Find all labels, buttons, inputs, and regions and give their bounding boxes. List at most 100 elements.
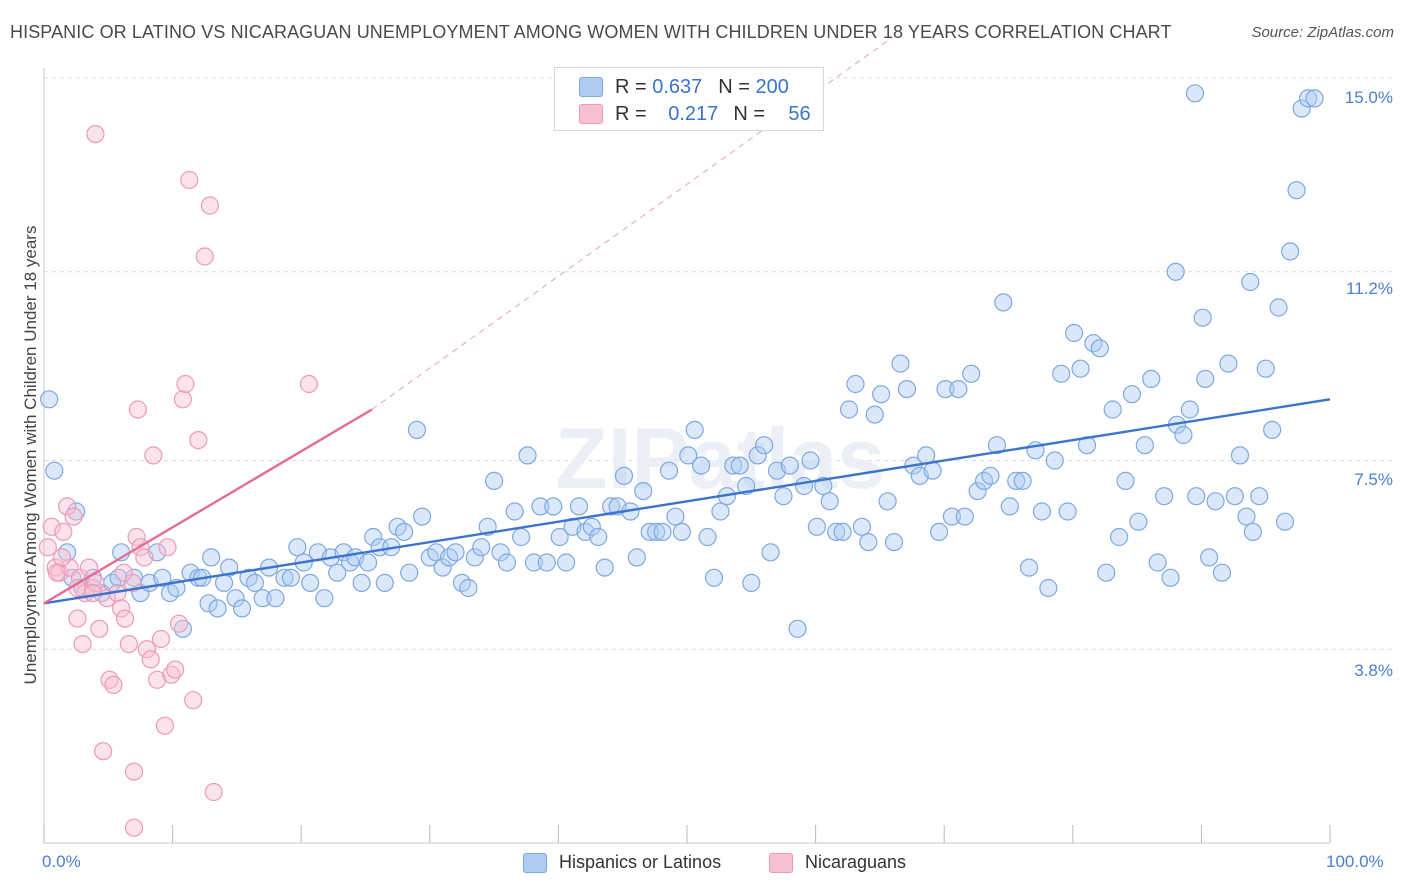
hispanics-point (814, 476, 833, 496)
hispanics-point (595, 558, 614, 577)
nicaraguans-point (169, 614, 189, 633)
hispanics-point (1275, 512, 1295, 531)
hispanics-point (364, 527, 383, 547)
hispanics-point (962, 364, 981, 383)
hispanics-point (761, 543, 780, 562)
axes (43, 68, 1331, 844)
nicaraguans-point (166, 660, 185, 679)
hispanics-point (1243, 522, 1262, 542)
hispanics-point (1116, 471, 1135, 490)
hispanics-point (1187, 487, 1206, 506)
hispanics-point (807, 517, 826, 536)
legend-n-label: N = (733, 102, 766, 125)
hispanics-point (801, 451, 820, 470)
legend-item-hispanics[interactable]: Hispanics or Latinos (523, 852, 721, 873)
hispanics-point (1161, 568, 1180, 587)
hispanics-point (730, 456, 749, 475)
legend-swatch-pink (579, 104, 603, 124)
hispanics-point (1122, 385, 1142, 404)
nicaraguans-point (123, 573, 142, 593)
hispanics-point (692, 456, 711, 475)
hispanics-point (1292, 99, 1311, 118)
hispanics-point (45, 461, 64, 480)
x-tick-label: 100.0% (1326, 852, 1384, 871)
hispanics-point (1032, 502, 1052, 521)
nicaraguans-point (144, 446, 163, 465)
nicaraguans-point (64, 507, 83, 526)
hispanics-point (557, 553, 576, 572)
nicaraguans-point (104, 675, 123, 695)
hispanics-point (1305, 89, 1324, 108)
hispanics-point (1058, 502, 1077, 521)
nicaraguans-point (94, 742, 113, 761)
hispanics-point (1230, 446, 1250, 465)
hispanics-point (1174, 425, 1193, 445)
hispanics-point (491, 543, 510, 562)
hispanics-point (199, 594, 218, 613)
nicaraguans-point (151, 629, 171, 649)
nicaraguans-point (135, 548, 154, 567)
hispanics-point (839, 400, 859, 419)
nicaraguans-point (83, 583, 102, 603)
hispanics-point (1090, 339, 1109, 358)
hispanics-point (949, 380, 968, 399)
hispanics-point (647, 522, 666, 542)
hispanics-point (202, 548, 221, 567)
source-label: Source: ZipAtlas.com (1251, 24, 1394, 41)
hispanics-point (1180, 400, 1199, 419)
hispanics-point (742, 573, 761, 593)
legend-label: Hispanics or Latinos (559, 852, 722, 872)
hispanics-point (352, 573, 371, 593)
hispanics-point (412, 507, 432, 526)
hispanics-point (1045, 451, 1064, 470)
nicaraguans-point (141, 650, 160, 669)
nicaraguans-point (86, 125, 105, 144)
hispanics-point (1250, 487, 1269, 506)
y-tick-label: 3.8% (1354, 661, 1393, 680)
hispanics-point (518, 446, 537, 465)
chart-title: HISPANIC OR LATINO VS NICARAGUAN UNEMPLO… (10, 22, 1172, 42)
hispanics-point (698, 527, 717, 547)
legend-item-nicaraguans[interactable]: Nicaraguans (769, 852, 906, 873)
legend-r-label: R = (615, 102, 647, 125)
nicaraguans-point (189, 431, 208, 450)
nicaraguans-point (112, 599, 131, 618)
legend-n-value: 200 (755, 75, 789, 98)
hispanics-point (1185, 84, 1205, 103)
legend-n-label: N = (718, 75, 750, 98)
hispanics-point (544, 497, 563, 516)
hispanics-point (400, 563, 419, 582)
hispanics-point (301, 573, 320, 593)
nicaraguans-point (195, 247, 214, 266)
nicaraguans-point (176, 374, 195, 394)
legend-swatch-blue (523, 852, 547, 873)
nicaraguans-point (47, 563, 66, 582)
hispanics-point (1142, 369, 1161, 388)
hispanics-point (827, 522, 846, 542)
hispanics-point (994, 293, 1013, 312)
hispanics-point (859, 532, 878, 552)
hispanics-point (358, 553, 378, 572)
series-legend: Hispanics or Latinos Nicaraguans (0, 852, 1406, 878)
hispanics-point (232, 599, 252, 618)
hispanics-point (253, 589, 272, 608)
x-tick-label: 0.0% (42, 852, 81, 871)
hispanics-point (794, 476, 814, 496)
hispanics-point (820, 492, 839, 511)
hispanics-point (505, 502, 524, 521)
hispanics-point (433, 558, 452, 577)
hispanics-point (872, 385, 891, 404)
nicaraguans-point (155, 716, 174, 735)
nicaraguans-point (137, 640, 156, 659)
nicaraguans-point (204, 782, 223, 802)
nicaraguans-point (124, 762, 144, 781)
hispanics-point (891, 354, 910, 373)
nicaraguans-point (127, 527, 146, 547)
hispanics-point (582, 517, 601, 536)
legend-row-nicaraguans: R = 0.217 N = 56 (579, 102, 811, 126)
hispanics-point (459, 578, 478, 598)
hispanics-point (878, 492, 897, 511)
hispanics-point (602, 497, 621, 516)
hispanics-point (1200, 548, 1219, 567)
hispanics-point (1241, 272, 1260, 292)
